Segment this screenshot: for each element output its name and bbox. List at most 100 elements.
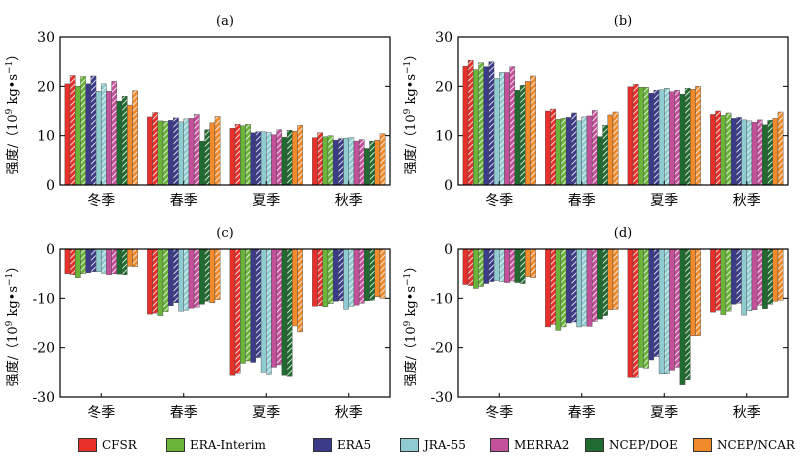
legend-item-merra2: MERRA2 xyxy=(490,435,569,455)
legend-item-era-interim: ERA-Interim xyxy=(166,435,266,455)
category-label: 冬季 xyxy=(485,193,513,209)
bar-hatched-jra-55 xyxy=(664,248,670,375)
bar-hatched-cfsr xyxy=(715,248,721,311)
y-tick-label: 10 xyxy=(37,129,55,145)
bar-hatched-era5 xyxy=(173,248,179,303)
bar-solid-ncep-ncar xyxy=(772,118,779,186)
category-label: 春季 xyxy=(170,193,198,209)
y-tick-label: -30 xyxy=(430,390,453,406)
bar-hatched-ncep-ncar xyxy=(379,248,386,299)
bar-solid-jra-55 xyxy=(741,119,747,186)
bar-solid-cfsr xyxy=(312,137,318,186)
category-label: 秋季 xyxy=(335,193,363,209)
bar-solid-era-interim xyxy=(638,248,644,368)
legend-label: NCEP/NCAR xyxy=(717,438,795,452)
plot-frame xyxy=(59,36,391,186)
bar-solid-jra-55 xyxy=(658,248,665,375)
bar-hatched-merra2 xyxy=(358,248,365,304)
bar-hatched-ncep-doe xyxy=(684,248,691,380)
bar-solid-ncep-doe xyxy=(762,124,768,186)
bar-solid-merra2 xyxy=(353,140,360,186)
bar-hatched-era-interim xyxy=(478,248,484,287)
bar-solid-era-interim xyxy=(555,248,562,331)
bar-hatched-era5 xyxy=(571,112,577,186)
bar-hatched-era-interim xyxy=(643,87,649,186)
bar-solid-ncep-ncar xyxy=(525,248,531,277)
bar-solid-ncep-ncar xyxy=(127,248,133,267)
bar-solid-era-interim xyxy=(75,86,81,186)
bar-hatched-ncep-doe xyxy=(369,140,375,186)
bar-solid-era-interim xyxy=(240,125,246,186)
bar-solid-ncep-ncar xyxy=(607,248,614,310)
bar-solid-ncep-doe xyxy=(679,94,686,186)
bar-hatched-ncep-doe xyxy=(204,248,210,302)
bar-hatched-jra-55 xyxy=(499,248,505,282)
bar-solid-era5 xyxy=(565,117,572,186)
panel-label: (d) xyxy=(614,226,632,241)
bar-hatched-ncep-ncar xyxy=(379,133,386,186)
bar-solid-cfsr xyxy=(710,114,716,186)
bar-solid-ncep-ncar xyxy=(690,248,696,337)
bar-solid-ncep-ncar xyxy=(374,139,381,186)
bar-solid-era5 xyxy=(332,248,339,302)
bar-hatched-ncep-doe xyxy=(767,120,773,186)
bar-hatched-merra2 xyxy=(509,248,516,282)
bar-solid-ncep-doe xyxy=(597,136,603,186)
bar-hatched-era-interim xyxy=(80,248,86,274)
bar-solid-jra-55 xyxy=(178,121,184,186)
bar-hatched-era5 xyxy=(653,90,660,186)
bar-solid-jra-55 xyxy=(741,248,747,316)
bar-solid-era5 xyxy=(730,118,737,186)
bar-solid-cfsr xyxy=(229,128,236,186)
bar-hatched-ncep-ncar xyxy=(132,90,138,186)
bar-hatched-ncep-doe xyxy=(369,248,375,301)
bar-hatched-merra2 xyxy=(111,81,118,186)
plot-frame xyxy=(59,248,391,398)
panel-c: (c) 冬季 春季 夏季 秋季 0 -10 -20 -30 强度/（109 kg•s−1） xyxy=(5,226,391,421)
category-label: 夏季 xyxy=(252,193,280,209)
bar-solid-era5 xyxy=(250,248,257,363)
bar-solid-ncep-doe xyxy=(762,248,768,309)
legend-item-ncep-ncar: NCEP/NCAR xyxy=(693,435,795,455)
bar-hatched-jra-55 xyxy=(266,248,272,375)
bar-hatched-era5 xyxy=(338,138,344,186)
y-tick-label: 10 xyxy=(435,129,453,145)
y-tick-label: 20 xyxy=(435,79,453,95)
bar-hatched-ncep-doe xyxy=(519,248,526,284)
y-axis-label: 强度/（109 kg•s−1） xyxy=(403,48,419,175)
bar-hatched-merra2 xyxy=(193,248,200,308)
bar-hatched-cfsr xyxy=(234,124,241,186)
bar-solid-merra2 xyxy=(586,248,593,327)
bar-solid-era-interim xyxy=(473,248,479,289)
bar-hatched-era-interim xyxy=(725,248,732,312)
category-label: 春季 xyxy=(568,405,596,421)
bar-hatched-ncep-ncar xyxy=(777,248,784,301)
bar-solid-era5 xyxy=(250,132,257,186)
legend-label: ERA5 xyxy=(337,438,372,452)
bar-hatched-jra-55 xyxy=(581,116,588,186)
bar-solid-ncep-ncar xyxy=(292,248,298,327)
category-label: 夏季 xyxy=(650,405,678,421)
bar-hatched-era-interim xyxy=(327,135,334,186)
bar-solid-merra2 xyxy=(271,134,277,186)
category-label: 春季 xyxy=(170,405,198,421)
legend-swatch xyxy=(693,438,712,452)
bar-hatched-ncep-doe xyxy=(767,248,773,305)
bar-solid-jra-55 xyxy=(493,248,500,281)
bar-solid-era-interim xyxy=(75,248,81,278)
bar-solid-era-interim xyxy=(473,69,479,186)
bar-hatched-era-interim xyxy=(725,112,732,186)
bar-hatched-merra2 xyxy=(276,248,283,366)
bar-hatched-ncep-doe xyxy=(286,248,293,377)
legend-item-ncep-doe: NCEP/DOE xyxy=(585,435,678,455)
y-axis-label: 强度/（109 kg•s−1） xyxy=(5,48,21,175)
bar-solid-cfsr xyxy=(545,248,551,328)
bar-solid-ncep-doe xyxy=(281,248,288,376)
bar-hatched-era-interim xyxy=(560,118,567,186)
bar-hatched-merra2 xyxy=(358,139,365,186)
bar-solid-ncep-doe xyxy=(116,248,123,275)
bar-solid-era-interim xyxy=(240,248,246,364)
bar-solid-merra2 xyxy=(106,91,112,186)
bar-solid-merra2 xyxy=(106,248,112,275)
bar-hatched-ncep-doe xyxy=(286,130,293,186)
